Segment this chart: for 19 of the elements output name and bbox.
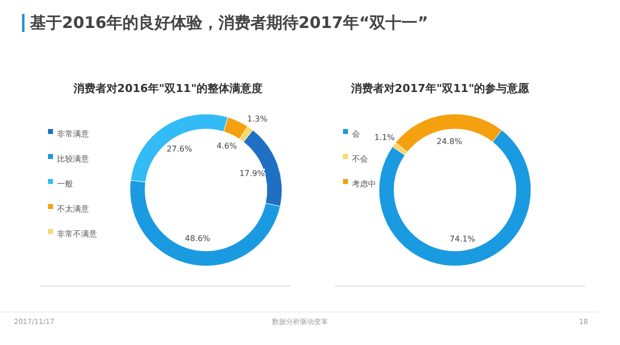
chart-title: 消费者对2017年"双11"的参与意愿 xyxy=(350,82,530,95)
data-label: 74.1% xyxy=(450,234,476,244)
legend-label: 不会 xyxy=(352,154,368,164)
data-label: 27.6% xyxy=(166,144,192,154)
data-label: 1.3% xyxy=(247,114,268,124)
data-label: 4.6% xyxy=(216,141,238,150)
data-label: 24.8% xyxy=(436,137,462,146)
legend-label: 会 xyxy=(352,129,360,138)
text: 基于2016年的良好体验，消费者期待2017年“双十一” xyxy=(29,13,428,32)
data-label: 1.1% xyxy=(374,133,396,142)
data-label: 17.9% xyxy=(239,169,266,178)
legend-label: 一般 xyxy=(57,179,73,188)
data-label: 48.6% xyxy=(184,234,211,244)
legend-label: 不太满意 xyxy=(57,204,89,214)
legend-label: 考虑中 xyxy=(352,179,376,188)
legend-label: 非常不满意 xyxy=(57,229,97,238)
chart-title: 消费者对2016年"双11"的整体满意度 xyxy=(72,82,263,95)
legend-label: 非常满意 xyxy=(57,129,89,138)
legend-label: 比较满意 xyxy=(57,154,89,164)
